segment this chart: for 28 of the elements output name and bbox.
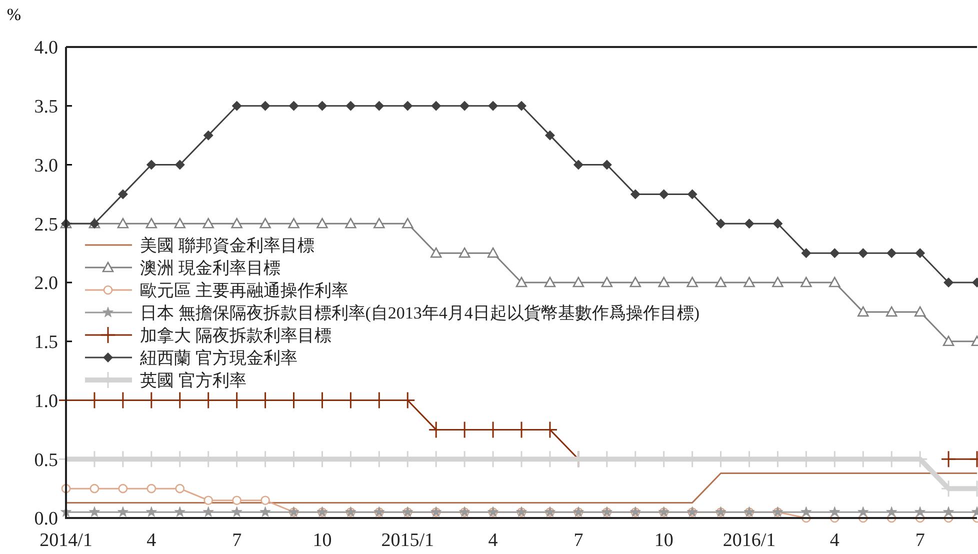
x-tick-label: 4 (830, 530, 840, 551)
x-tick-label: 4 (488, 530, 498, 551)
y-tick-label: 0.0 (34, 508, 58, 530)
y-tick-label: 0.5 (34, 450, 58, 471)
x-tick-label: 4 (146, 530, 157, 551)
y-axis-title: % (6, 5, 22, 24)
y-tick-label: 3.0 (34, 155, 58, 176)
y-tick-label: 2.5 (34, 214, 58, 236)
y-tick-label: 3.5 (34, 96, 58, 118)
x-tick-label: 2014/1 (40, 530, 92, 551)
y-tick-label: 2.0 (34, 273, 58, 294)
y-tick-label: 1.5 (34, 332, 58, 354)
y-tick-label: 4.0 (34, 38, 58, 59)
x-tick-label: 10 (312, 530, 332, 551)
x-tick-label: 7 (232, 530, 242, 551)
legend-label: 英國 官方利率 (140, 370, 246, 390)
legend-label: 日本 無擔保隔夜拆款目標利率(自2013年4月4日起以貨幣基數作爲操作目標) (140, 303, 700, 322)
x-tick-label: 7 (915, 530, 925, 551)
x-tick-label: 2016/1 (722, 530, 776, 551)
x-tick-label: 7 (574, 530, 584, 551)
legend-label: 加拿大 隔夜拆款利率目標 (140, 326, 332, 345)
x-tick-label: 10 (654, 530, 674, 551)
legend-label: 紐西蘭 官方現金利率 (139, 348, 298, 368)
x-tick-label: 2015/1 (381, 530, 434, 551)
y-tick-label: 1.0 (34, 390, 58, 412)
legend-label: 澳洲 現金利率目標 (140, 258, 280, 278)
legend-label: 美國 聯邦資金利率目標 (140, 236, 314, 255)
legend-label: 歐元區 主要再融通操作利率 (140, 280, 348, 300)
